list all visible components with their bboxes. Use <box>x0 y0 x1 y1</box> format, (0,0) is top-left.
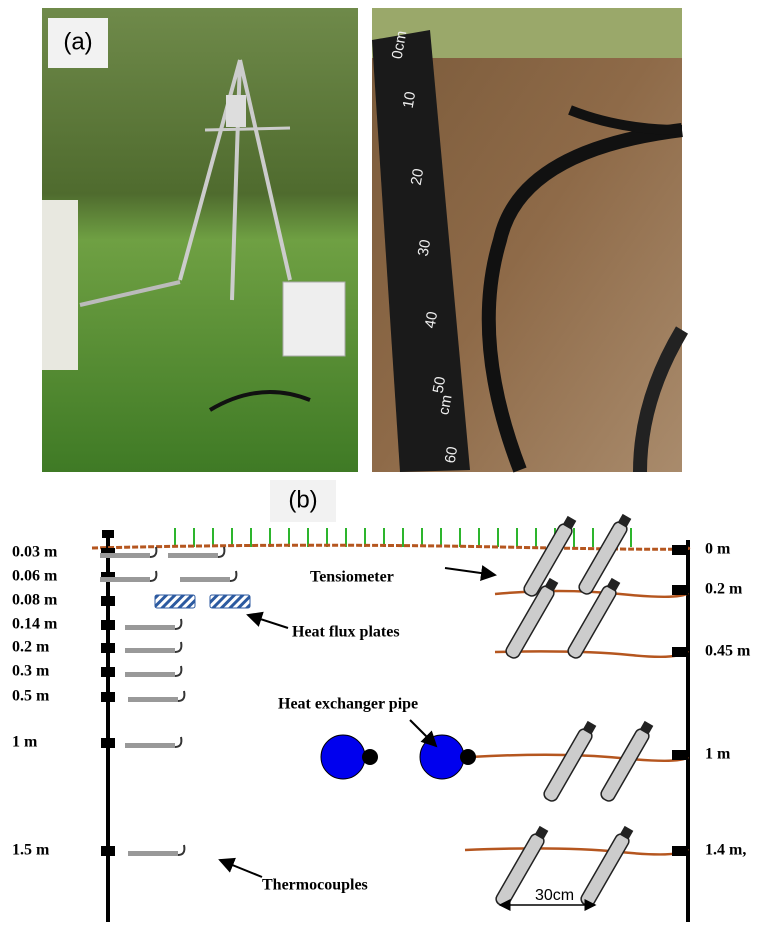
tensiometer <box>578 513 632 595</box>
thermocouple-tip <box>174 641 183 653</box>
tensiometer-cap <box>639 720 654 735</box>
heat-exchanger-pipes <box>320 734 476 780</box>
tensiometer <box>600 720 654 802</box>
tensiometer-body <box>600 728 650 802</box>
arrows <box>218 565 597 911</box>
depth-marker <box>101 620 115 630</box>
depth-label: 0.2 m <box>12 639 50 656</box>
depth-label: 0.5 m <box>12 688 50 705</box>
depth-marker <box>101 667 115 677</box>
tensiometer-cap <box>617 513 632 528</box>
tensiometer-cap <box>562 515 577 530</box>
tensiometer <box>523 515 577 597</box>
depth-marker <box>672 750 688 760</box>
depth-marker <box>101 643 115 653</box>
tensiometer <box>580 825 634 907</box>
tensiometer <box>567 577 621 659</box>
tensiometer-cap <box>606 577 621 592</box>
thermocouple <box>180 577 230 582</box>
tensiometer-body <box>543 728 593 802</box>
thermocouple-tip <box>174 665 183 677</box>
depth-label: 0.14 m <box>12 616 58 633</box>
annotation: Thermocouples <box>262 877 368 894</box>
label-box <box>270 480 336 522</box>
thermocouple-tip <box>229 570 238 582</box>
depth-label: 1.5 m <box>12 842 50 859</box>
annotation: Heat flux plates <box>292 624 400 641</box>
tensiometer-body <box>578 521 628 595</box>
sensors <box>100 545 688 856</box>
heat-flux-plate <box>209 594 251 609</box>
depth-label: 1 m <box>12 734 38 751</box>
ground-line <box>91 543 691 551</box>
pole-cap <box>102 530 114 538</box>
tensiometer-body <box>567 585 617 659</box>
thermocouple <box>168 553 218 558</box>
depth-marker <box>672 545 688 555</box>
thermocouple-tip <box>177 690 186 702</box>
thermocouple-tip <box>149 546 158 558</box>
label-box <box>48 18 108 68</box>
depth-marker <box>101 596 115 606</box>
tensiometer-body <box>580 833 630 907</box>
depth-label: 1.4 m, <box>705 842 746 859</box>
ruler-label: 30 <box>415 238 435 257</box>
thermocouple <box>125 625 175 630</box>
ruler-label: 40 <box>422 310 442 329</box>
depth-labels: 0.03 m 0.06 m 0.08 m 0.14 m 0.2 m 0.3 m 0.5 m 1… <box>12 541 751 859</box>
scale-label: 30cm <box>535 887 574 904</box>
depth-marker <box>672 647 688 657</box>
ruler-label: cm <box>435 394 455 417</box>
annotation: Tensiometer <box>310 569 394 586</box>
depth-label: 0.06 m <box>12 568 58 585</box>
thermocouple <box>100 577 150 582</box>
depth-marker <box>101 692 115 702</box>
depth-label: 0 m <box>705 541 731 558</box>
depth-marker <box>672 585 688 595</box>
ruler-label: 20 <box>408 167 428 186</box>
tensiometer-cap <box>534 825 549 840</box>
thermocouple <box>125 648 175 653</box>
photo-soil-profile <box>372 8 689 473</box>
thermocouple-tip <box>174 736 183 748</box>
soil-lines <box>464 589 689 856</box>
thermocouple-tip <box>149 570 158 582</box>
ruler-label: 10 <box>400 90 420 109</box>
depth-label: 0.3 m <box>12 663 50 680</box>
tensiometer-cap <box>619 825 634 840</box>
depth-marker <box>672 846 688 856</box>
panel-label: (a) <box>63 28 92 55</box>
tensiometer-cap <box>582 720 597 735</box>
panel-label: (b) <box>288 486 317 513</box>
depth-marker <box>101 738 115 748</box>
heat-flux-plate <box>154 594 196 609</box>
ruler-label: 0cm <box>389 29 411 60</box>
depth-label: 0.03 m <box>12 544 58 561</box>
thermocouple-tip <box>174 618 183 630</box>
thermocouple-tip <box>217 546 226 558</box>
tensiometers <box>495 513 654 907</box>
depth-label: 0.45 m <box>705 643 751 660</box>
thermocouple-tip <box>177 844 186 856</box>
ruler-label: 60 <box>442 445 462 464</box>
thermocouple <box>125 743 175 748</box>
depth-label: 1 m <box>705 746 731 763</box>
depth-label: 0.08 m <box>12 592 58 609</box>
annotation: Heat exchanger pipe <box>278 696 418 713</box>
thermocouple <box>128 851 178 856</box>
depth-marker <box>101 846 115 856</box>
tensiometer <box>495 825 549 907</box>
tensiometer <box>543 720 597 802</box>
tensiometer-cap <box>544 577 559 592</box>
tensiometer <box>505 577 559 659</box>
thermocouple <box>125 672 175 677</box>
thermocouple <box>128 697 178 702</box>
ruler-label: 50 <box>430 375 450 394</box>
thermocouple <box>100 553 150 558</box>
photo-station <box>42 8 358 472</box>
depth-label: 0.2 m <box>705 581 743 598</box>
